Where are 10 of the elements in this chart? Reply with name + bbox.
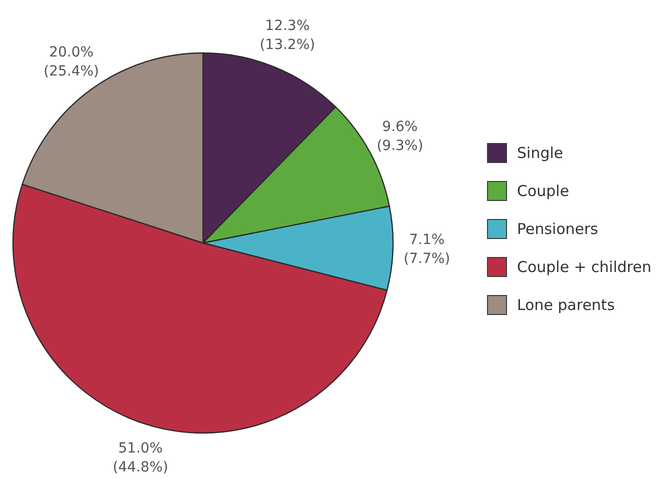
data-label: 12.3% (13.2%) [260,18,316,54]
legend-label: Couple [517,182,570,200]
legend-label: Couple + children [517,258,652,276]
data-label: 51.0% (44.8%) [112,440,168,476]
data-label: 20.0% (25.4%) [44,44,100,80]
data-label: 9.6% (9.3%) [376,118,424,154]
legend-label: Lone parents [517,296,615,314]
legend-label: Single [517,144,564,162]
data-label: 7.1% (7.7%) [404,232,450,267]
legend-label: Pensioners [517,220,598,238]
